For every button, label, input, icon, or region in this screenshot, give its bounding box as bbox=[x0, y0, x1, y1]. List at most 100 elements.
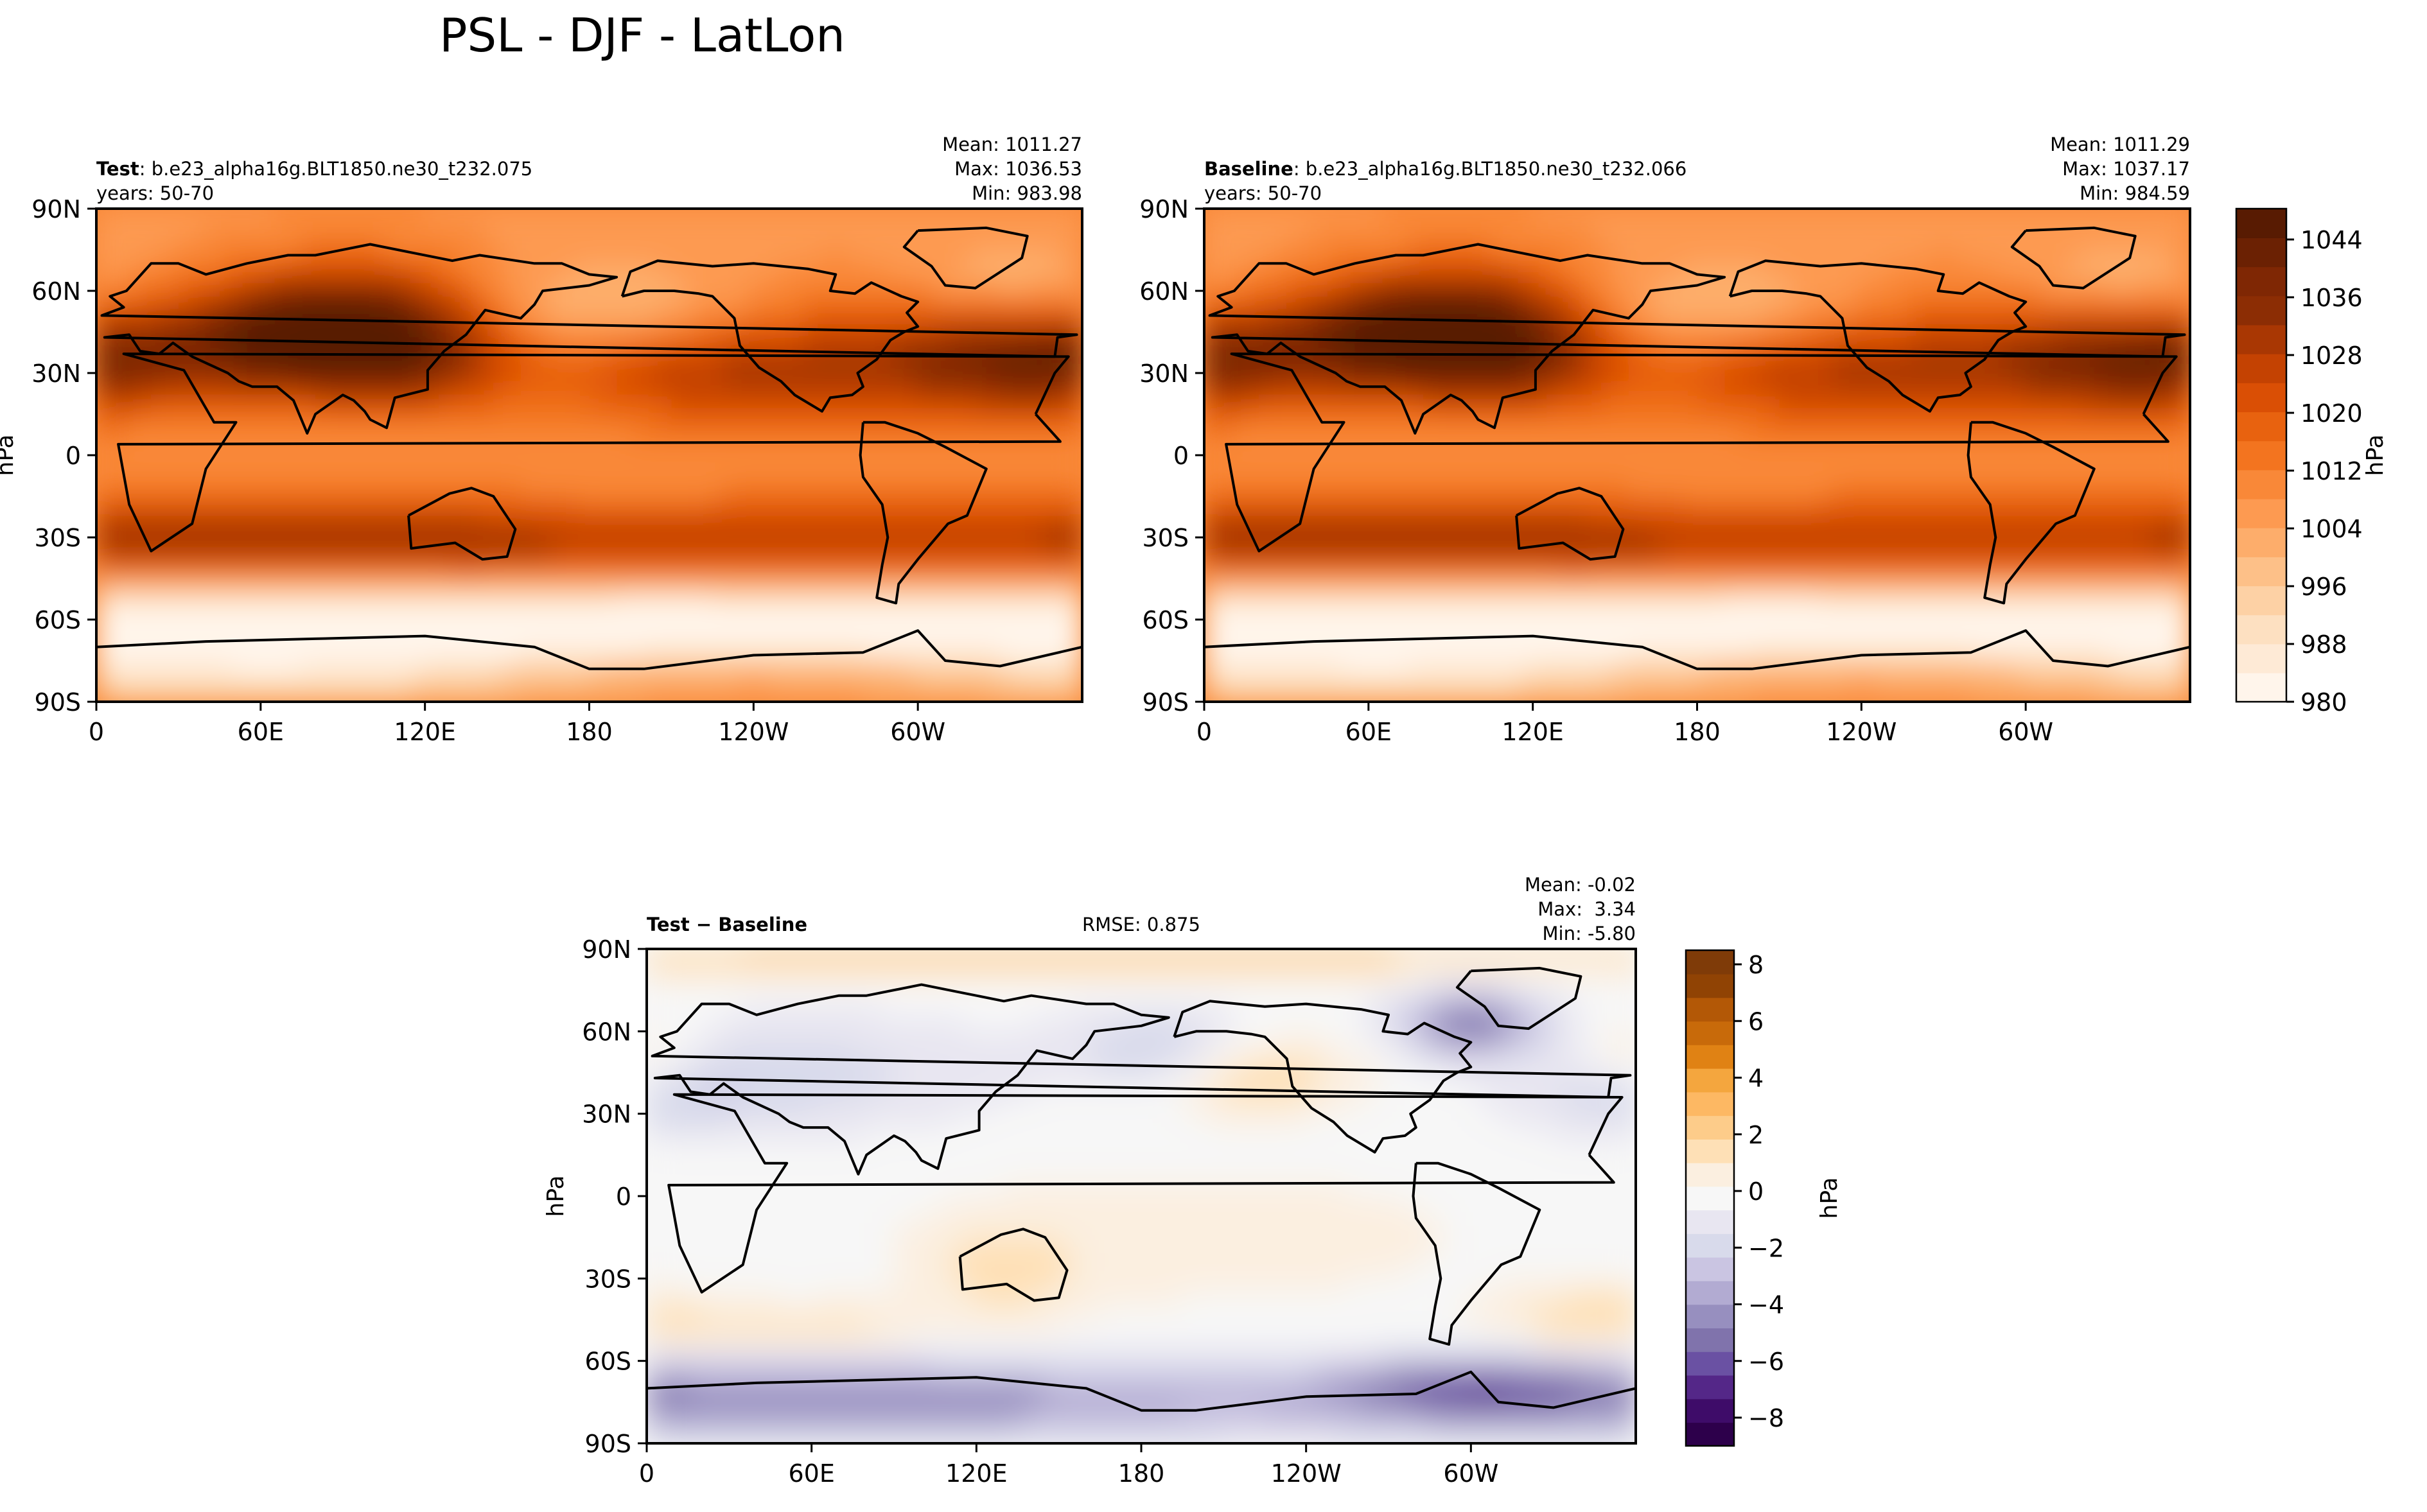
colorbar-swatch bbox=[1686, 1186, 1734, 1211]
map-panel-baseline: 0 60E 120E 180 120W 60W 90N 60N 30N 0 30S 60S 90S Bas… bbox=[1139, 134, 2191, 746]
colorbar-swatch bbox=[2236, 586, 2286, 616]
colorbar-swatch bbox=[1686, 1280, 1734, 1305]
rmse-label: RMSE: 0.875 bbox=[1082, 914, 1200, 935]
stat-label: Max: 1037.17 bbox=[2062, 158, 2190, 180]
colorbar-swatch bbox=[2236, 295, 2286, 326]
colorbar-swatch bbox=[1686, 1233, 1734, 1258]
x-tick-label: 120W bbox=[718, 718, 789, 746]
colorbar-swatch bbox=[1686, 1328, 1734, 1352]
colorbar-swatch bbox=[1686, 950, 1734, 975]
y-tick-label: 60S bbox=[1143, 606, 1189, 634]
y-tick-label: 30S bbox=[585, 1265, 631, 1293]
stat-label: Min: 984.59 bbox=[2080, 182, 2190, 204]
colorbar-swatch bbox=[1686, 997, 1734, 1022]
colorbar-swatch bbox=[1686, 1422, 1734, 1447]
colorbar-swatch bbox=[1686, 1210, 1734, 1234]
x-tick-label: 60W bbox=[1443, 1459, 1498, 1488]
colorbar-swatch bbox=[2236, 440, 2286, 471]
y-tick-label: 60N bbox=[31, 277, 81, 306]
colorbar-label: hPa bbox=[2362, 435, 2388, 476]
y-tick-label: 0 bbox=[616, 1183, 631, 1211]
colorbar-tick-label: 8 bbox=[1748, 951, 1764, 979]
y-tick-label: 30S bbox=[1143, 524, 1189, 552]
x-tick-label: 180 bbox=[566, 718, 613, 746]
panel-label: Baseline: b.e23_alpha16g.BLT1850.ne30_t2… bbox=[1204, 158, 1687, 180]
stat-label: Mean: 1011.27 bbox=[942, 134, 1082, 155]
x-tick-label: 120W bbox=[1271, 1459, 1342, 1488]
colorbar-tick-label: 1012 bbox=[2300, 457, 2363, 485]
y-tick-label: 60S bbox=[35, 606, 81, 634]
y-tick-label: 60N bbox=[1139, 277, 1189, 306]
colorbar-tick-label: −4 bbox=[1748, 1291, 1784, 1319]
field-baseline bbox=[1204, 209, 2190, 702]
colorbar-tick-label: 2 bbox=[1748, 1121, 1764, 1149]
y-tick-label: 90N bbox=[31, 195, 81, 223]
y-tick-label: 60S bbox=[585, 1348, 631, 1376]
colorbar-swatch bbox=[1686, 1256, 1734, 1282]
colorbar-tick-label: −2 bbox=[1748, 1234, 1784, 1262]
colorbar-swatch bbox=[2236, 614, 2286, 645]
y-axis-label: hPa bbox=[0, 435, 19, 476]
colorbar-tick-label: −8 bbox=[1748, 1404, 1784, 1432]
y-tick-label: 90S bbox=[585, 1430, 631, 1458]
colorbar-swatch bbox=[2236, 557, 2286, 587]
coastlines bbox=[96, 226, 1082, 670]
y-tick-label: 90N bbox=[1139, 195, 1189, 223]
field-test bbox=[96, 209, 1082, 702]
panel-label: Test − Baseline bbox=[647, 914, 807, 935]
x-tick-label: 180 bbox=[1118, 1459, 1165, 1488]
x-tick-label: 60E bbox=[238, 718, 284, 746]
field-difference bbox=[647, 949, 1636, 1443]
colorbar-swatch bbox=[2236, 209, 2286, 238]
x-tick-label: 60W bbox=[1998, 718, 2053, 746]
colorbar-tick-label: 6 bbox=[1748, 1007, 1764, 1036]
stat-label: Mean: 1011.29 bbox=[2050, 134, 2190, 155]
colorbar-tick-label: −6 bbox=[1748, 1348, 1784, 1376]
colorbar-swatch bbox=[2236, 353, 2286, 383]
colorbar-swatch bbox=[2236, 469, 2286, 500]
figure-title: PSL - DJF - LatLon bbox=[439, 8, 845, 62]
x-tick-label: 180 bbox=[1674, 718, 1721, 746]
y-tick-label: 0 bbox=[1173, 442, 1189, 470]
y-tick-label: 90S bbox=[35, 688, 81, 717]
stat-label: Max: 1036.53 bbox=[954, 158, 1082, 180]
coastlines bbox=[1204, 226, 2190, 670]
colorbar-tick-label: 0 bbox=[1748, 1177, 1764, 1206]
stat-label: Min: -5.80 bbox=[1543, 923, 1636, 944]
colorbar-swatch bbox=[2236, 324, 2286, 354]
stat-label: Max: 3.34 bbox=[1538, 898, 1636, 920]
colorbar-swatch bbox=[2236, 527, 2286, 557]
colorbar-swatch bbox=[2236, 672, 2286, 702]
y-tick-label: 90N bbox=[582, 935, 631, 964]
colorbar-swatch bbox=[1686, 1375, 1734, 1400]
x-tick-label: 60E bbox=[1345, 718, 1392, 746]
coastlines bbox=[647, 966, 1636, 1412]
colorbar-swatch bbox=[2236, 266, 2286, 297]
colorbar-tick-label: 1020 bbox=[2300, 399, 2363, 428]
y-tick-label: 30N bbox=[1139, 360, 1189, 388]
x-tick-label: 120E bbox=[1502, 718, 1564, 746]
colorbar-swatch bbox=[1686, 1068, 1734, 1093]
y-tick-label: 90S bbox=[1143, 688, 1189, 717]
x-tick-label: 0 bbox=[1196, 718, 1212, 746]
colorbar-label: hPa bbox=[1816, 1177, 1843, 1219]
y-tick-label: 30N bbox=[582, 1100, 631, 1129]
colorbar-swatch bbox=[1686, 1115, 1734, 1140]
years-label: years: 50-70 bbox=[96, 182, 214, 204]
x-tick-label: 60W bbox=[890, 718, 945, 746]
y-axis-label: hPa bbox=[543, 1176, 569, 1217]
y-tick-label: 0 bbox=[66, 442, 81, 470]
y-tick-label: 60N bbox=[582, 1018, 631, 1046]
colorbar-swatch bbox=[1686, 973, 1734, 998]
colorbar-swatch bbox=[2236, 383, 2286, 413]
map-panel-test: 0 60E 120E 180 120W 60W 90N 60N 30N 0 30S 60S 90S hPa… bbox=[0, 134, 1083, 746]
colorbar-swatch bbox=[1686, 1351, 1734, 1376]
x-tick-label: 120E bbox=[394, 718, 456, 746]
stat-label: Min: 983.98 bbox=[972, 182, 1082, 204]
colorbar-tick-label: 1004 bbox=[2300, 515, 2363, 543]
colorbar-swatch bbox=[1686, 1398, 1734, 1423]
years-label: years: 50-70 bbox=[1204, 182, 1322, 204]
colorbar-swatch bbox=[1686, 1162, 1734, 1187]
stat-label: Mean: -0.02 bbox=[1525, 874, 1636, 896]
